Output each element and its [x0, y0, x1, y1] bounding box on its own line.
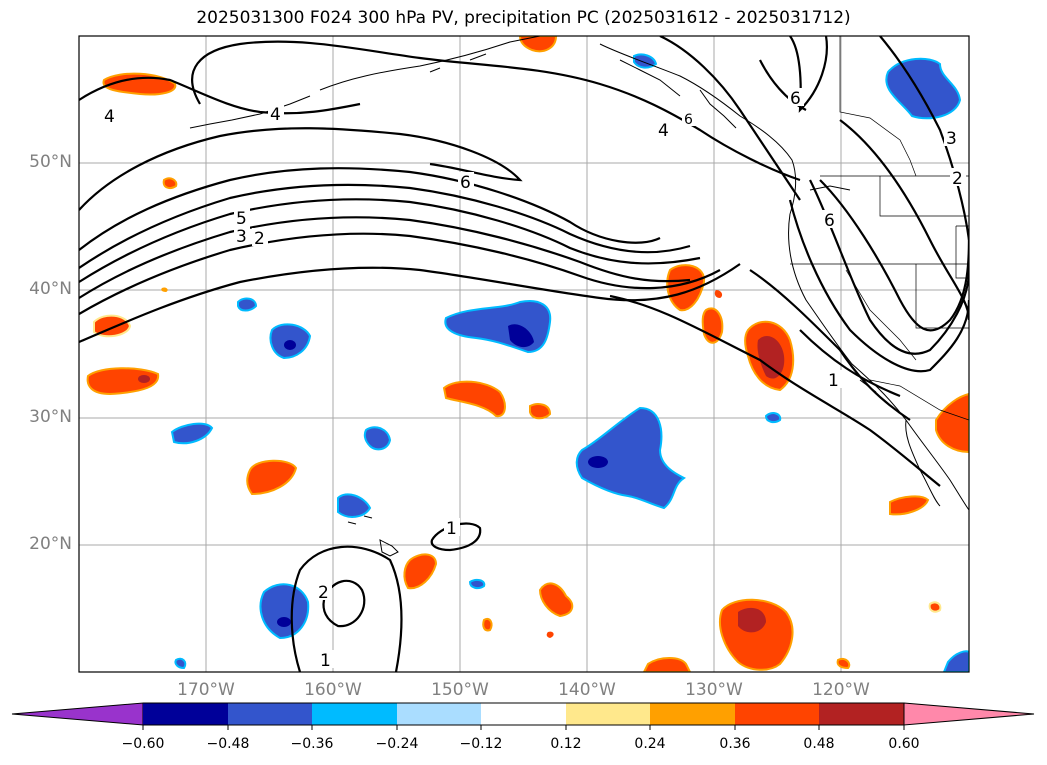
contour-label: 3	[946, 129, 957, 149]
contour-label: 1	[446, 519, 457, 539]
gridlines	[79, 36, 969, 672]
colorbar-swatch	[819, 703, 904, 725]
colorbar-tick-label: −0.36	[290, 736, 334, 752]
colorbar-swatch	[650, 703, 735, 725]
colorbar-tick-label: 0.12	[550, 736, 582, 752]
lon-label-120w: 120°W	[812, 680, 870, 700]
colorbar-tick-label: 0.36	[719, 736, 751, 752]
contour-label: 1	[828, 371, 839, 391]
lat-label-20n: 20°N	[29, 534, 72, 554]
colorbar-swatch	[735, 703, 819, 725]
lon-label-130w: 130°W	[685, 680, 743, 700]
contour-label: 4	[104, 107, 115, 127]
colorbar-extend-max	[903, 702, 1035, 726]
lat-label-30n: 30°N	[29, 407, 72, 427]
precip-positive-areas	[86, 36, 969, 672]
colorbar-swatch	[481, 703, 566, 725]
colorbar	[11, 702, 1035, 730]
lon-label-150w: 150°W	[431, 680, 489, 700]
colorbar-swatch	[397, 703, 481, 725]
colorbar-tick-label: −0.24	[375, 736, 419, 752]
contour-labels: 4 4 4 6 6 6 6 5 3 2 3 2 1 1	[102, 88, 966, 671]
map-frame	[78, 35, 970, 673]
contour-label: 6	[460, 173, 471, 193]
lon-label-170w: 170°W	[177, 680, 235, 700]
colorbar-tick-label: −0.60	[121, 736, 165, 752]
contour-label: 3	[236, 227, 247, 247]
lon-label-140w: 140°W	[558, 680, 616, 700]
colorbar-extend-min	[11, 702, 144, 726]
colorbar-swatch	[228, 703, 312, 725]
lat-label-50n: 50°N	[29, 152, 72, 172]
contour-label: 4	[270, 105, 281, 125]
colorbar-tick-label: −0.12	[459, 736, 503, 752]
contour-label: 2	[952, 169, 963, 189]
colorbar-tick-label: −0.48	[206, 736, 250, 752]
colorbar-swatch	[566, 703, 650, 725]
contour-label: 1	[320, 651, 331, 671]
precip-negative-areas	[170, 53, 969, 672]
contour-label: 6	[790, 89, 801, 109]
map-title: 2025031300 F024 300 hPa PV, precipitatio…	[196, 8, 851, 28]
contour-label: 6	[684, 112, 693, 128]
contour-label: 5	[236, 209, 247, 229]
pv-contours	[79, 36, 969, 672]
contour-label: 2	[254, 229, 265, 249]
colorbar-tick-label: 0.48	[803, 736, 835, 752]
contour-label: 4	[658, 121, 669, 141]
colorbar-swatch	[312, 703, 397, 725]
lat-label-40n: 40°N	[29, 279, 72, 299]
contour-label: 6	[824, 211, 835, 231]
lon-label-160w: 160°W	[304, 680, 362, 700]
colorbar-tick-label: 0.60	[888, 736, 920, 752]
contour-label: 2	[318, 583, 329, 603]
colorbar-swatch	[143, 703, 228, 725]
colorbar-tick-label: 0.24	[634, 736, 666, 752]
